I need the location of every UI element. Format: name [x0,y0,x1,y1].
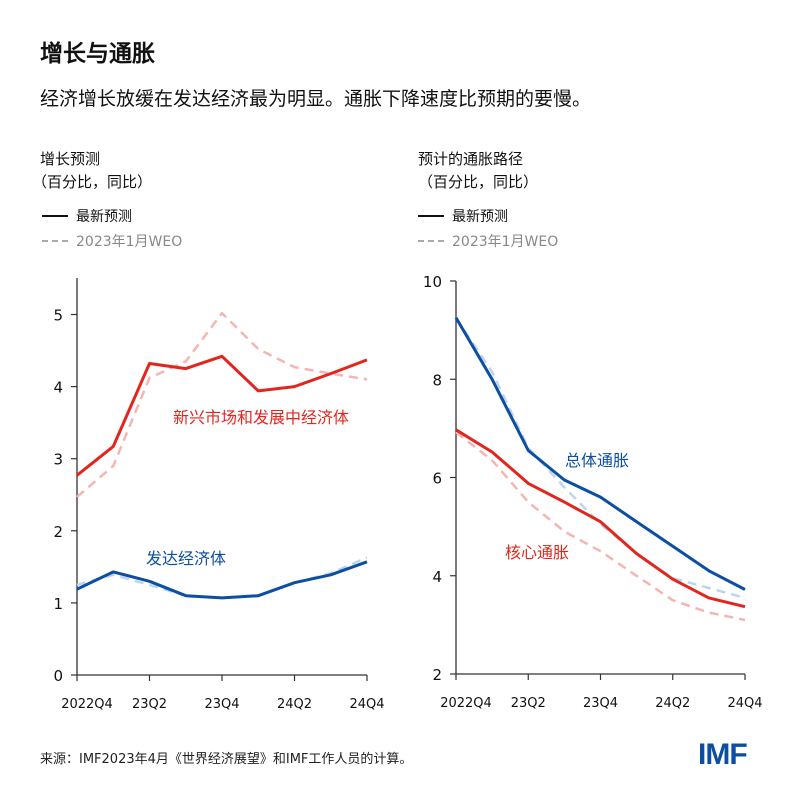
x-tick-label: 24Q2 [277,697,312,712]
series-line-latest [455,428,746,609]
growth-legend-latest: 最新预测 [42,206,132,226]
growth-chart-title: 增长预测 [40,150,101,168]
imf-logo: IMF [698,738,748,771]
growth-legend-jan: 2023年1月WEO [42,231,182,251]
x-tick-label: 2022Q4 [61,697,113,712]
y-tick-label: 6 [432,470,442,488]
x-tick-label: 23Q2 [511,696,546,711]
y-tick-label: 2 [432,666,442,684]
inflation-legend-jan: 2023年1月WEO [418,231,558,251]
series-line-latest [454,317,746,591]
inflation-chart-title: 预计的通胀路径 [418,150,524,168]
x-tick-label: 23Q4 [204,697,239,712]
y-tick-label: 1 [53,595,63,613]
dashed-line-swatch-icon [418,240,444,242]
series-line-latest [76,560,368,600]
series-label: 新兴市场和发展中经济体 [173,408,349,427]
y-tick-label: 4 [432,568,442,586]
inflation-chart-unit: （百分比，同比） [418,173,539,191]
legend-label: 2023年1月WEO [76,234,183,250]
y-tick-label: 8 [432,371,442,389]
y-tick-label: 0 [53,667,63,685]
source-note: 来源：IMF2023年4月《世界经济展望》和IMF工作人员的计算。 [40,752,413,767]
y-tick-label: 2 [53,523,63,541]
x-tick-label: 24Q4 [349,697,384,712]
series-label: 核心通胀 [505,543,569,562]
page-subtitle: 经济增长放缓在发达经济最为明显。通胀下降速度比预期的要慢。 [40,88,592,110]
legend-label: 最新预测 [76,209,132,225]
inflation-legend-latest: 最新预测 [418,206,508,226]
x-tick-label: 23Q4 [583,696,618,711]
series-line-jan-weo [76,556,368,600]
solid-line-swatch-icon [42,215,68,217]
page-title: 增长与通胀 [40,41,155,67]
y-tick-label: 10 [423,273,442,291]
growth-chart-unit: （百分比，同比） [32,173,153,191]
y-tick-label: 4 [53,379,63,397]
x-tick-label: 24Q4 [727,696,762,711]
dashed-line-swatch-icon [42,240,68,242]
series-line-jan-weo [455,431,746,622]
series-line-jan-weo [76,311,368,498]
x-tick-label: 23Q2 [132,697,167,712]
series-label: 发达经济体 [146,549,226,568]
x-tick-label: 2022Q4 [440,696,492,711]
series-line-jan-weo [454,317,746,600]
y-tick-label: 5 [53,307,63,325]
x-tick-label: 24Q2 [655,696,690,711]
series-line-latest [76,354,368,477]
series-label: 总体通胀 [565,451,629,470]
y-tick-label: 3 [53,451,63,469]
legend-label: 最新预测 [452,209,508,225]
legend-label: 2023年1月WEO [452,234,559,250]
solid-line-swatch-icon [418,215,444,217]
